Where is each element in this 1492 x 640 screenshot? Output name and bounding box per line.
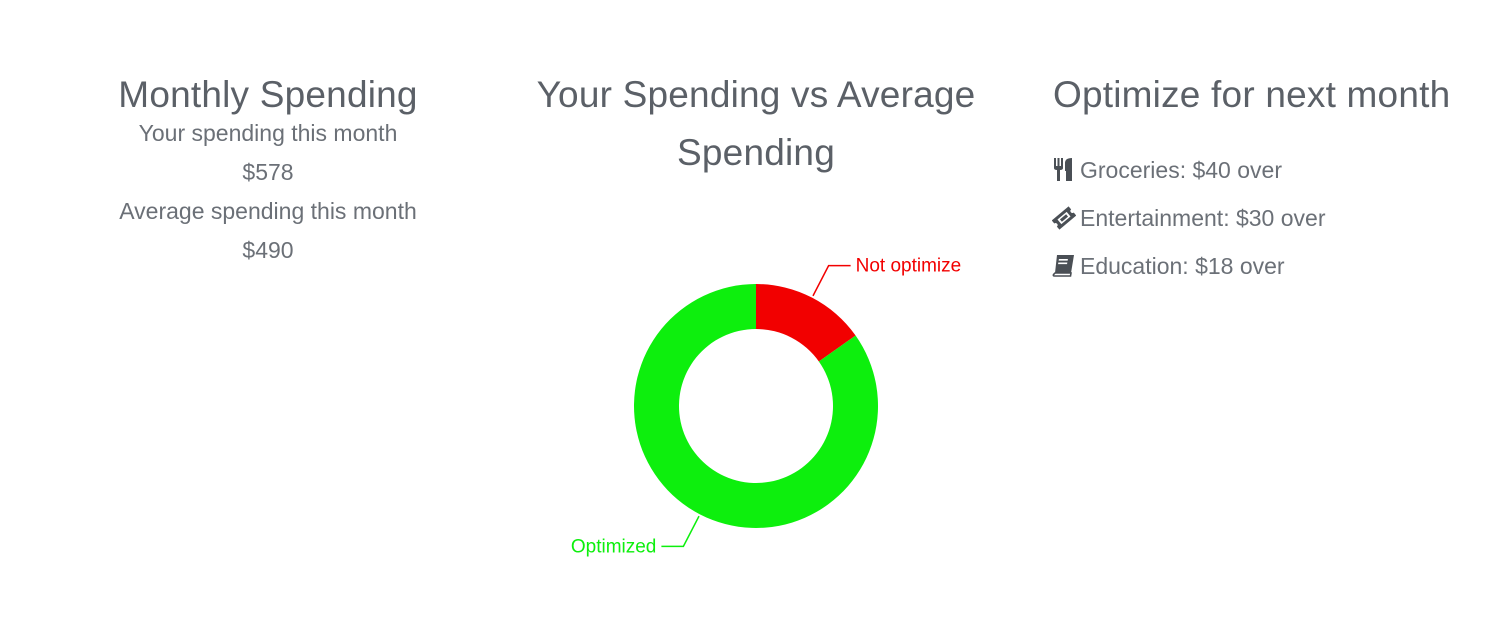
donut-leader-line xyxy=(812,264,851,297)
average-spending-label: Average spending this month xyxy=(119,198,417,224)
list-item: Groceries: $40 over xyxy=(1052,146,1460,194)
optimize-item-text: Entertainment: $30 over xyxy=(1080,204,1326,231)
donut-leader-line xyxy=(661,515,700,548)
donut-slice-not-optimize xyxy=(756,284,856,362)
list-item: Entertainment: $30 over xyxy=(1052,194,1460,242)
comparison-panel: Your Spending vs Average Spending xyxy=(536,0,976,182)
donut-labels: Not optimize Optimized xyxy=(571,256,961,558)
monthly-spending-panel: Monthly Spending Your spending this mont… xyxy=(68,0,468,270)
optimize-item-text: Groceries: $40 over xyxy=(1080,156,1282,183)
spending-stats: Your spending this month $578 Average sp… xyxy=(68,114,468,270)
optimize-panel: Optimize for next month Groceries: $40 o… xyxy=(1040,0,1460,290)
optimize-item-text: Education: $18 over xyxy=(1080,252,1285,279)
average-spending-value: $490 xyxy=(242,237,294,263)
spending-donut-chart: Not optimize Optimized xyxy=(571,256,961,558)
donut-label: Optimized xyxy=(571,536,657,557)
monthly-spending-title: Monthly Spending xyxy=(118,74,418,115)
ticket-icon xyxy=(1052,205,1076,231)
comparison-title: Your Spending vs Average Spending xyxy=(536,66,976,182)
donut-label: Not optimize xyxy=(856,256,962,277)
comparison-title-line1: Your Spending vs Average xyxy=(536,74,976,115)
donut-slices xyxy=(634,284,878,528)
optimize-list: Groceries: $40 over Entertainment: $30 o… xyxy=(1040,146,1460,290)
your-spending-value: $578 xyxy=(242,159,294,185)
book-icon xyxy=(1052,253,1076,279)
list-item: Education: $18 over xyxy=(1052,242,1460,290)
comparison-title-line2: Spending xyxy=(677,132,835,173)
optimize-title: Optimize for next month xyxy=(1053,74,1451,115)
utensils-icon xyxy=(1052,157,1076,183)
donut-slice-optimized xyxy=(634,284,878,528)
your-spending-label: Your spending this month xyxy=(138,120,398,146)
